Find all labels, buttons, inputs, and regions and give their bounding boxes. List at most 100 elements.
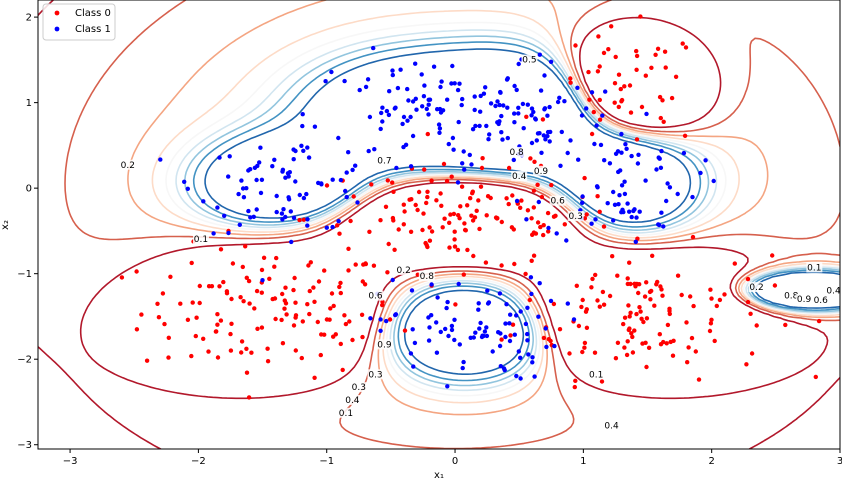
point-class-1 [657,222,662,228]
point-class-1 [222,213,227,218]
point-class-1 [215,205,220,210]
point-class-1 [438,110,444,115]
point-class-0 [573,43,578,48]
point-class-0 [156,315,162,320]
point-class-1 [635,161,641,166]
point-class-1 [414,107,419,112]
point-class-1 [500,137,505,142]
point-class-1 [476,301,481,306]
contour-label-bg [344,394,361,405]
point-class-0 [732,261,737,266]
point-class-1 [634,215,639,220]
point-class-0 [461,272,466,277]
point-class-0 [214,329,219,334]
point-class-1 [593,217,598,222]
contour-label: 0.8 [784,292,799,302]
point-class-0 [402,328,408,333]
point-class-0 [425,189,430,194]
point-class-0 [347,319,352,324]
point-class-1 [529,113,534,118]
contour-label-bg [567,211,584,222]
point-class-1 [280,217,285,222]
point-class-0 [685,360,690,365]
x-axis-label: x₁ [434,470,444,481]
point-class-1 [436,122,442,127]
point-class-1 [353,163,358,168]
point-class-0 [462,221,467,226]
point-class-1 [497,291,503,296]
point-class-1 [633,239,638,244]
point-class-0 [483,260,489,265]
point-class-0 [595,69,601,74]
point-class-1 [410,327,415,332]
point-class-1 [584,106,589,111]
point-class-0 [270,296,275,302]
contour-label: 0.5 [522,56,536,66]
point-class-1 [434,350,440,355]
point-class-1 [589,90,595,95]
point-class-1 [505,105,510,110]
point-class-1 [529,140,535,146]
point-class-1 [293,148,298,154]
point-class-0 [479,165,485,171]
point-class-0 [239,350,244,355]
point-class-0 [367,229,372,234]
contour-label-bg [748,282,765,293]
point-class-0 [247,301,252,306]
point-class-0 [469,213,474,218]
point-class-0 [627,260,632,265]
point-class-1 [380,119,385,124]
point-class-1 [293,179,298,184]
point-class-0 [316,279,322,284]
point-class-0 [144,358,150,363]
point-class-1 [625,201,630,206]
point-class-0 [546,337,551,342]
point-class-0 [546,229,551,234]
legend-label-class-1: Class 1 [75,24,111,35]
point-class-1 [535,131,541,136]
point-class-0 [649,288,654,294]
point-class-1 [158,157,163,162]
point-class-0 [429,178,434,183]
point-class-1 [477,326,482,331]
point-class-0 [455,247,461,253]
point-class-1 [446,333,451,339]
point-class-1 [297,192,302,198]
point-class-1 [501,103,506,108]
point-class-1 [632,207,637,212]
point-class-1 [498,331,503,336]
point-class-1 [493,103,498,109]
point-class-0 [217,284,222,289]
point-class-1 [497,343,503,349]
point-class-1 [478,320,483,326]
point-class-0 [328,306,333,311]
point-class-1 [201,199,206,204]
point-class-1 [461,149,466,154]
point-class-1 [482,329,488,334]
point-class-1 [281,207,286,212]
point-class-1 [665,181,670,186]
point-class-1 [478,109,483,114]
point-class-0 [709,296,714,301]
point-class-1 [387,89,392,94]
point-class-0 [629,331,634,336]
point-class-0 [385,270,390,275]
point-class-0 [655,46,661,51]
point-class-0 [346,268,351,273]
point-class-1 [525,338,530,343]
point-class-1 [681,150,687,156]
point-class-1 [476,307,481,312]
point-class-0 [582,216,588,221]
point-class-0 [465,247,470,253]
point-class-0 [155,301,160,306]
point-class-0 [636,290,641,296]
point-class-1 [548,59,554,64]
point-class-0 [649,65,654,71]
point-class-0 [508,333,513,338]
point-class-1 [571,317,577,322]
point-class-0 [638,309,643,314]
contour-label: 0.2 [397,266,411,276]
point-class-1 [545,133,550,139]
point-class-1 [484,123,489,129]
point-class-0 [616,104,621,110]
